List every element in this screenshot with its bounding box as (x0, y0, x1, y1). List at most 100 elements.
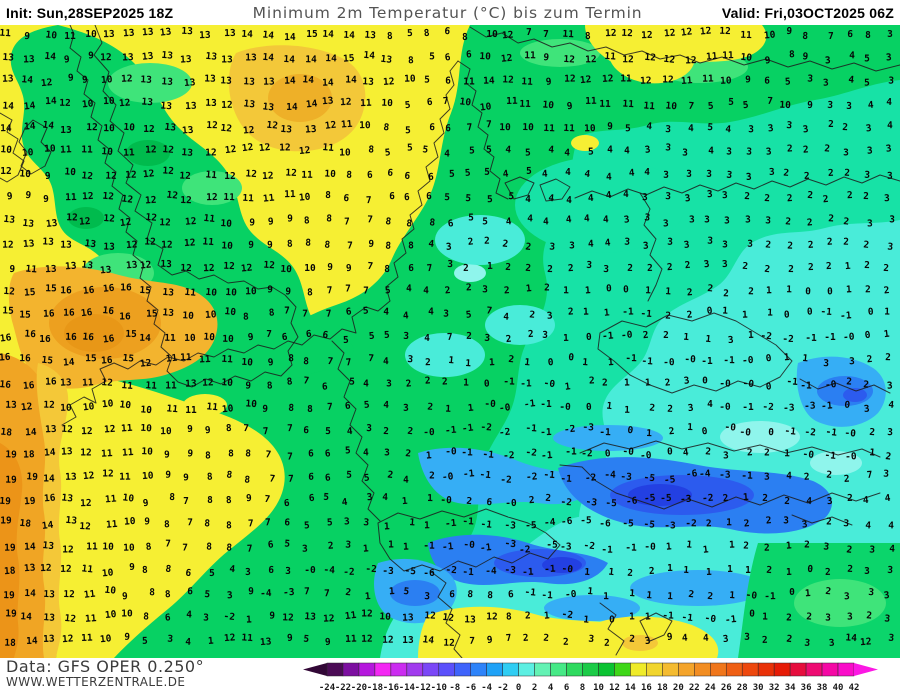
temperature-value: 1 (583, 614, 590, 626)
temperature-value: 1 (584, 567, 591, 578)
temperature-value: 2 (786, 193, 793, 204)
temperature-value: 12 (82, 191, 94, 203)
temperature-value: -6 (599, 518, 611, 529)
temperature-value: -3 (504, 520, 516, 532)
temperature-value: 8 (789, 49, 795, 60)
temperature-value: 2 (846, 376, 852, 387)
temperature-value: 6 (308, 448, 314, 459)
temperature-value: -3 (804, 400, 816, 412)
temperature-value: 9 (124, 632, 131, 643)
temperature-value: 1 (624, 405, 630, 416)
temperature-value: 9 (607, 121, 613, 132)
temperature-value: 7 (303, 375, 310, 387)
temperature-value: 14 (44, 447, 56, 459)
colorbar-segment (502, 662, 519, 677)
temperature-value: 7 (327, 356, 334, 368)
temperature-value: 12 (282, 612, 294, 623)
temperature-value: 5 (323, 492, 330, 503)
temperature-value: -5 (580, 515, 592, 526)
temperature-value: 1 (869, 447, 876, 459)
temperature-value: -3 (382, 566, 394, 577)
temperature-value: 13 (180, 54, 192, 66)
temperature-value: 10 (140, 423, 152, 435)
colorbar-arrow-right (854, 663, 878, 676)
temperature-value: 14 (45, 96, 57, 107)
temperature-value: -1 (565, 446, 577, 457)
temperature-value: -0 (719, 378, 731, 389)
temperature-value: 9 (6, 191, 13, 202)
temperature-value: 16 (24, 329, 36, 341)
colorbar-segment (422, 662, 440, 677)
temperature-value: 3 (827, 100, 834, 111)
temperature-value: 2 (747, 447, 753, 458)
temperature-value: 12 (424, 610, 436, 622)
temperature-value: 14 (283, 54, 295, 66)
temperature-value: 13 (5, 400, 17, 411)
temperature-value: 2 (544, 282, 550, 293)
temperature-value: -1 (479, 542, 492, 554)
temperature-value: 3 (825, 55, 832, 66)
temperature-value: 8 (149, 587, 155, 598)
temperature-value: 0 (627, 425, 634, 437)
temperature-value: 12 (121, 73, 133, 85)
temperature-value: 4 (888, 400, 895, 411)
temperature-value: 12 (361, 609, 372, 620)
temperature-value: -2 (563, 424, 576, 436)
temperature-value: 2 (525, 241, 532, 253)
temperature-value: 6 (344, 401, 351, 412)
temperature-value: 15 (45, 283, 57, 294)
temperature-value: -1 (599, 427, 611, 438)
colorbar-label: 12 (609, 683, 620, 693)
temperature-value: 5 (625, 123, 631, 134)
temperature-value: 4 (889, 543, 896, 554)
temperature-value: 12 (80, 498, 92, 509)
temperature-value: 2 (466, 496, 473, 507)
temperature-value: 2 (787, 143, 793, 154)
temperature-value: 8 (304, 215, 311, 226)
temperature-value: 6 (281, 332, 288, 344)
temperature-value: -1 (625, 543, 637, 554)
map-region-swiss-blue-darkest (542, 557, 582, 573)
temperature-value: 0 (805, 286, 811, 297)
temperature-value: -0 (440, 495, 452, 506)
temperature-value: 6 (308, 493, 315, 505)
temperature-value: 3 (823, 77, 830, 88)
temperature-value: 3 (344, 516, 351, 527)
country-border-2 (18, 119, 52, 175)
colorbar-label: 20 (673, 683, 684, 693)
temperature-value: 13 (184, 77, 197, 89)
map-region-bottom-right-green-light (794, 579, 886, 627)
temperature-value: 1 (564, 381, 571, 393)
temperature-value: 12 (144, 237, 156, 248)
temperature-value: 3 (683, 239, 690, 251)
temperature-value: 2 (405, 448, 412, 459)
temperature-value: 2 (688, 589, 695, 601)
temperature-value: 10 (85, 29, 97, 40)
temperature-value: 4 (423, 285, 429, 296)
country-border-0 (69, 25, 299, 388)
temperature-value: 9 (64, 54, 71, 65)
temperature-value: 8 (325, 190, 331, 201)
temperature-value: 2 (684, 260, 691, 272)
temperature-value: 11 (242, 193, 254, 205)
temperature-value: 13 (322, 95, 335, 107)
temperature-value: 11 (345, 634, 357, 645)
temperature-value: 11 (599, 99, 611, 110)
temperature-value: 7 (326, 285, 333, 296)
temperature-value: 8 (384, 264, 390, 275)
map-region-pale-spot-2 (810, 451, 862, 475)
temperature-value: 4 (603, 214, 610, 225)
temperature-value: 3 (227, 590, 234, 601)
temperature-value: 9 (287, 633, 293, 644)
temperature-value: 1 (646, 428, 653, 439)
temperature-value: 0 (547, 357, 554, 369)
temperature-value: 2 (843, 237, 849, 248)
temperature-value: 9 (248, 586, 254, 597)
temperature-value: 14 (322, 77, 334, 88)
temperature-value: -0 (423, 427, 435, 438)
temperature-value: -1 (824, 450, 837, 462)
temperature-value: 7 (828, 31, 834, 42)
colorbar-label: -4 (481, 683, 492, 693)
temperature-value: 0 (604, 448, 611, 459)
temperature-value: 12 (361, 634, 373, 645)
